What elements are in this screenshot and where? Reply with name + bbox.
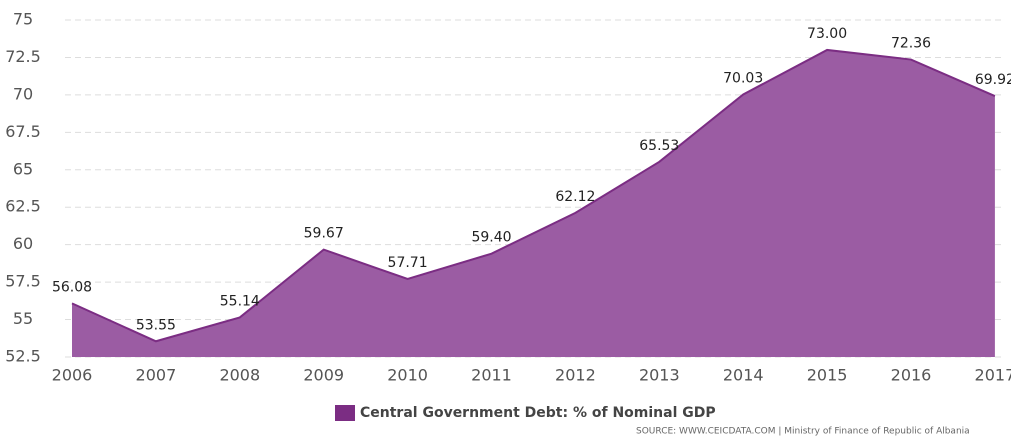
legend-label: Central Government Debt: % of Nominal GD… bbox=[360, 405, 716, 421]
data-label: 70.03 bbox=[723, 70, 763, 86]
legend-swatch bbox=[335, 405, 355, 421]
source: SOURCE: WWW.CEICDATA.COM | Ministry of F… bbox=[636, 427, 970, 436]
x-tick-label: 2015 bbox=[807, 366, 848, 385]
y-tick-label: 70 bbox=[13, 84, 33, 103]
y-tick-label: 57.5 bbox=[5, 272, 41, 291]
x-tick-label: 2011 bbox=[471, 366, 512, 385]
y-tick-label: 67.5 bbox=[5, 122, 41, 141]
data-label: 57.71 bbox=[388, 255, 428, 271]
y-tick-label: 65 bbox=[13, 159, 33, 178]
data-label: 62.12 bbox=[555, 189, 595, 205]
data-label: 53.55 bbox=[136, 317, 176, 333]
data-label: 73.00 bbox=[807, 26, 847, 42]
y-tick-label: 75 bbox=[13, 10, 33, 29]
x-tick-label: 2013 bbox=[639, 366, 680, 385]
data-label: 55.14 bbox=[220, 293, 260, 309]
y-tick-label: 60 bbox=[13, 234, 33, 253]
data-label: 56.08 bbox=[52, 279, 92, 295]
area bbox=[72, 49, 995, 357]
data-label: 72.36 bbox=[891, 36, 931, 52]
y-tick-label: 52.5 bbox=[5, 347, 41, 366]
x-tick-label: 2009 bbox=[303, 366, 344, 385]
line bbox=[71, 48, 996, 343]
data-label: 65.53 bbox=[639, 138, 679, 154]
y-tick-label: 55 bbox=[13, 309, 33, 328]
x-tick-label: 2010 bbox=[387, 366, 428, 385]
x-tick-label: 2008 bbox=[219, 366, 260, 385]
data-label: 59.67 bbox=[304, 226, 344, 242]
x-tick-label: 2016 bbox=[891, 366, 932, 385]
y-tick-label: 62.5 bbox=[5, 197, 41, 216]
data-label: 69.92 bbox=[975, 72, 1011, 88]
x-tick-label: 2007 bbox=[136, 366, 177, 385]
data-label: 59.40 bbox=[471, 230, 511, 246]
x-tick-label: 2017 bbox=[975, 366, 1011, 385]
x-tick-label: 2012 bbox=[555, 366, 596, 385]
x-tick-label: 2014 bbox=[723, 366, 764, 385]
y-tick-label: 72.5 bbox=[5, 47, 41, 66]
x-tick-label: 2006 bbox=[52, 366, 93, 385]
